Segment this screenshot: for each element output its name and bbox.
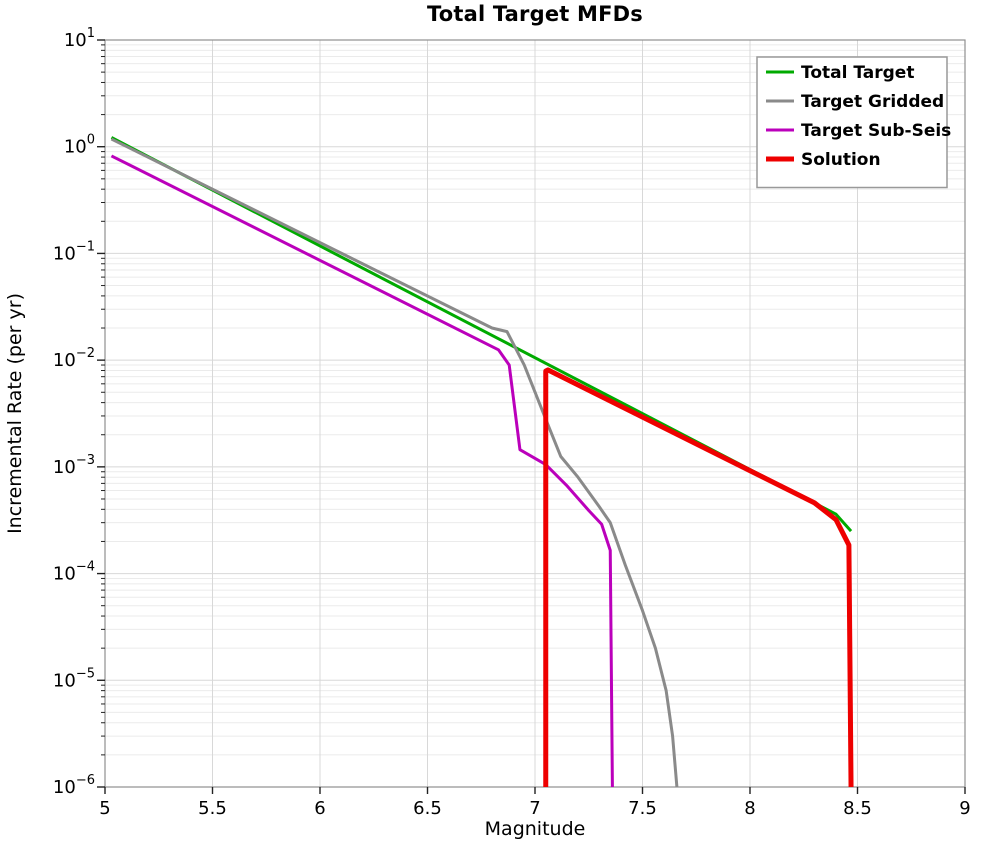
series-target-sub-seis bbox=[110, 154, 614, 788]
x-tick-label: 6.5 bbox=[413, 798, 442, 819]
y-tick-label: 10−4 bbox=[53, 560, 95, 585]
series-total-target bbox=[110, 136, 853, 533]
legend: Total Target Target Gridded Target Sub-Sei… bbox=[756, 56, 951, 189]
legend-label: Target Gridded bbox=[801, 92, 944, 112]
chart-title: Total Target MFDs bbox=[426, 2, 644, 26]
y-tick-label: 10−3 bbox=[53, 453, 95, 478]
series-solution bbox=[543, 367, 854, 788]
y-tick-label: 10−2 bbox=[53, 346, 95, 371]
series-lines bbox=[110, 136, 854, 788]
y-tick-label: 10−1 bbox=[53, 239, 95, 264]
legend-label: Solution bbox=[801, 150, 881, 170]
x-tick-label: 9 bbox=[959, 798, 970, 819]
legend-box bbox=[756, 56, 948, 189]
x-tick-label: 5.5 bbox=[198, 798, 227, 819]
x-tick-label: 8 bbox=[744, 798, 755, 819]
series-target-gridded bbox=[110, 137, 679, 788]
legend-label: Target Sub-Seis bbox=[801, 121, 951, 141]
x-axis-label: Magnitude bbox=[484, 818, 586, 840]
x-tick-label: 7 bbox=[529, 798, 540, 819]
y-tick-label: 101 bbox=[64, 26, 95, 51]
y-tick-label: 10−6 bbox=[53, 773, 95, 798]
y-axis: 101 100 10−1 10−2 10−3 10−4 10−5 10−6 bbox=[53, 26, 105, 798]
x-tick-label: 7.5 bbox=[628, 798, 657, 819]
y-tick-label: 10−5 bbox=[53, 666, 95, 691]
x-tick-label: 8.5 bbox=[843, 798, 872, 819]
legend-label: Total Target bbox=[801, 63, 914, 83]
x-tick-label: 5 bbox=[99, 798, 110, 819]
x-tick-label: 6 bbox=[314, 798, 325, 819]
x-axis: 5 5.5 6 6.5 7 7.5 8 8.5 9 bbox=[99, 787, 971, 819]
y-tick-label: 100 bbox=[64, 133, 95, 158]
gridlines bbox=[104, 39, 966, 788]
